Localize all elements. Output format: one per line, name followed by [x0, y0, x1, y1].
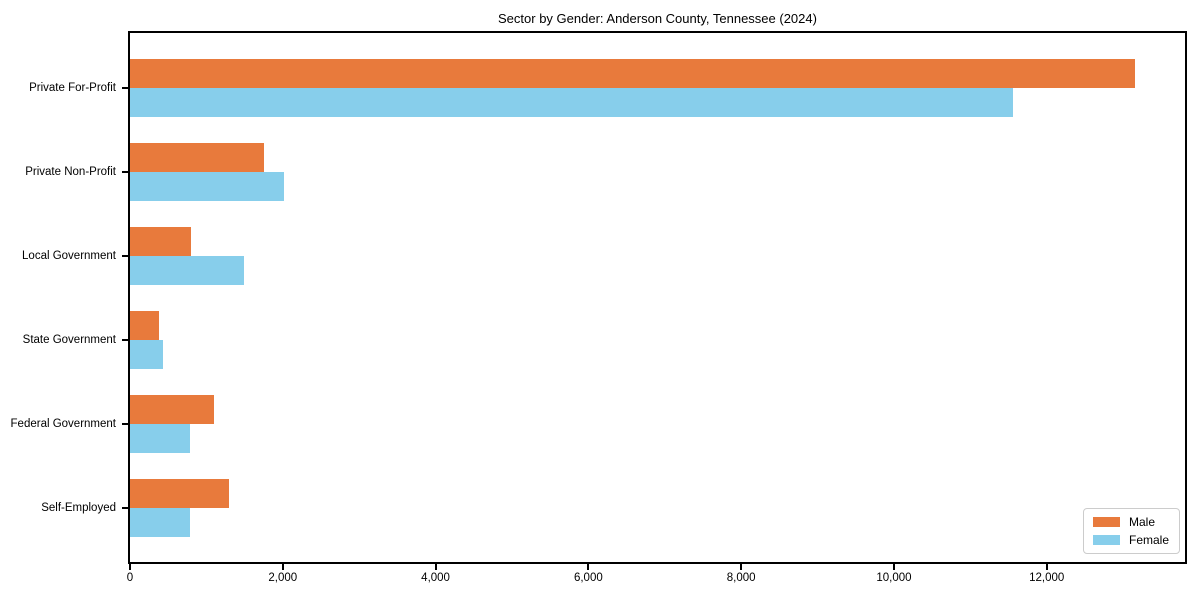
x-tick-label-12000: 12,000 [1029, 572, 1065, 584]
bar-female-federal-government [130, 424, 190, 453]
x-tick-8000 [740, 564, 743, 570]
x-tick-label-6000: 6,000 [573, 572, 603, 584]
female-swatch-icon [1092, 535, 1120, 545]
y-tick-local-government [122, 255, 128, 257]
bar-male-private-for-profit [130, 59, 1136, 88]
y-tick-self-employed [122, 507, 128, 509]
bar-male-federal-government [130, 395, 215, 424]
y-tick-federal-government [122, 423, 128, 425]
x-tick-label-4000: 4,000 [421, 572, 450, 584]
x-tick-2000 [281, 564, 284, 570]
bar-male-state-government [130, 311, 160, 340]
y-tick-private-for-profit [122, 87, 128, 89]
y-label-state-government: State Government [22, 334, 116, 346]
bar-male-self-employed [130, 479, 229, 508]
legend-label-female: Female [1128, 533, 1169, 547]
x-tick-12000 [1045, 564, 1048, 570]
x-tick-label-10000: 10,000 [876, 572, 912, 584]
x-tick-label-8000: 8,000 [726, 572, 756, 584]
x-tick-4000 [434, 564, 437, 570]
y-label-self-employed: Self-Employed [41, 502, 116, 514]
x-tick-6000 [587, 564, 590, 570]
y-label-private-for-profit: Private For-Profit [29, 82, 116, 94]
legend: Male Female [1082, 508, 1180, 554]
x-tick-label-2000: 2,000 [268, 572, 298, 584]
y-tick-state-government [122, 339, 128, 341]
bar-male-private-non-profit [130, 143, 265, 172]
plot-area: Male Female Private For-Profit Private No… [11, 31, 1187, 584]
bar-female-private-non-profit [130, 172, 285, 201]
bar-female-self-employed [130, 508, 190, 537]
x-tick-0 [129, 564, 131, 570]
bar-female-private-for-profit [130, 88, 1014, 117]
legend-item-male: Male [1092, 515, 1169, 529]
x-tick-label-0: 0 [126, 572, 134, 584]
y-tick-private-non-profit [122, 171, 128, 173]
legend-item-female: Female [1092, 533, 1169, 547]
bar-male-local-government [130, 227, 191, 256]
y-label-federal-government: Federal Government [10, 418, 116, 430]
bar-female-local-government [130, 256, 245, 285]
chart-title: Sector by Gender: Anderson County, Tenne… [498, 11, 817, 26]
male-swatch-icon [1092, 517, 1120, 527]
x-tick-10000 [892, 564, 895, 570]
bar-female-state-government [130, 340, 163, 369]
y-label-private-non-profit: Private Non-Profit [25, 166, 116, 178]
legend-label-male: Male [1128, 515, 1155, 529]
y-label-local-government: Local Government [22, 250, 116, 262]
